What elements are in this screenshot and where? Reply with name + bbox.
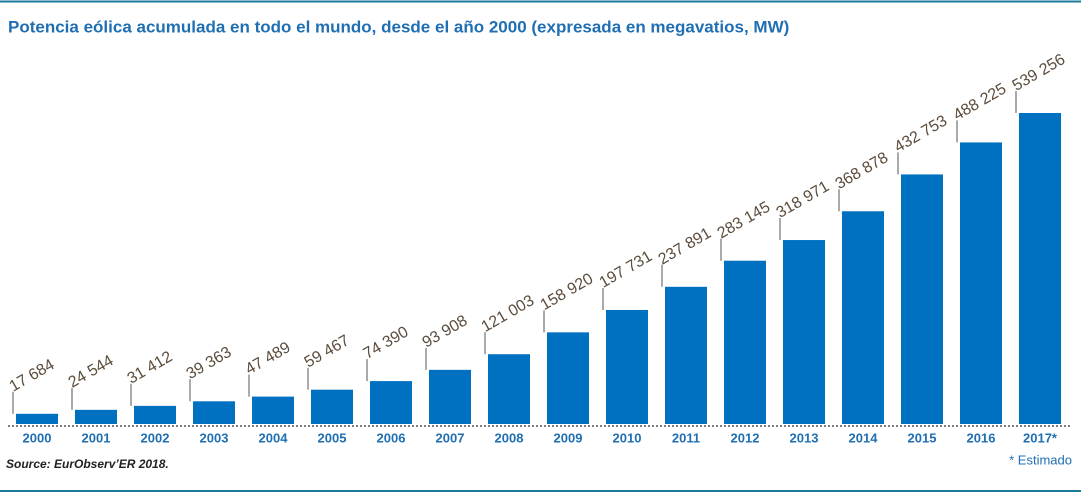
- bar: [606, 309, 648, 424]
- x-tick-label: 2015: [908, 430, 937, 445]
- bar: [488, 354, 530, 424]
- bar: [960, 142, 1002, 425]
- value-label: 197 731: [597, 248, 656, 292]
- bar: [783, 240, 825, 424]
- x-tick-label: 2000: [23, 430, 52, 445]
- value-label: 59 467: [302, 332, 353, 371]
- x-tick-label: 2017*: [1023, 430, 1058, 445]
- x-tick-label: 2011: [672, 430, 700, 445]
- note: * Estimado: [1009, 452, 1072, 467]
- bar: [901, 174, 943, 424]
- x-tick-label: 2013: [790, 430, 819, 445]
- bar: [429, 369, 471, 424]
- x-tick-label: 2002: [141, 430, 170, 445]
- x-tick-label: 2014: [849, 430, 879, 445]
- x-tick-label: 2010: [613, 430, 642, 445]
- value-label: 539 256: [1010, 51, 1069, 95]
- value-label: 237 891: [656, 225, 715, 269]
- value-label: 24 544: [66, 352, 117, 391]
- bar: [75, 409, 117, 424]
- x-tick-label: 2016: [967, 430, 996, 445]
- value-label: 31 412: [125, 348, 176, 387]
- value-label: 432 753: [892, 112, 951, 156]
- value-label: 283 145: [715, 199, 774, 243]
- bar: [252, 396, 294, 424]
- value-label: 39 363: [184, 344, 235, 383]
- bar: [370, 381, 412, 424]
- value-label: 318 971: [774, 178, 833, 222]
- value-label: 47 489: [243, 339, 294, 378]
- x-tick-label: 2004: [259, 430, 289, 445]
- chart-title: Potencia eólica acumulada en todo el mun…: [8, 17, 789, 36]
- bar: [16, 413, 58, 424]
- bar: [547, 332, 589, 424]
- x-tick-label: 2007: [436, 430, 465, 445]
- bar: [193, 401, 235, 424]
- value-label: 93 908: [420, 312, 471, 351]
- x-tick-label: 2003: [200, 430, 229, 445]
- bar: [665, 286, 707, 424]
- x-tick-label: 2006: [377, 430, 406, 445]
- x-tick-label: 2009: [554, 430, 583, 445]
- value-label: 17 684: [7, 356, 58, 395]
- value-label: 368 878: [833, 149, 892, 193]
- bar: [724, 260, 766, 424]
- x-tick-label: 2012: [731, 430, 760, 445]
- x-tick-label: 2001: [82, 430, 111, 445]
- value-label: 121 003: [479, 292, 538, 336]
- value-label: 74 390: [361, 324, 412, 363]
- x-tick-label: 2005: [318, 430, 347, 445]
- value-label: 488 225: [951, 80, 1010, 124]
- source: Source: EurObserv’ER 2018.: [6, 457, 169, 471]
- bar: [1019, 113, 1061, 424]
- value-label: 158 920: [538, 270, 597, 314]
- bar: [311, 389, 353, 424]
- x-tick-label: 2008: [495, 430, 524, 445]
- bar: [134, 405, 176, 424]
- bar: [842, 211, 884, 424]
